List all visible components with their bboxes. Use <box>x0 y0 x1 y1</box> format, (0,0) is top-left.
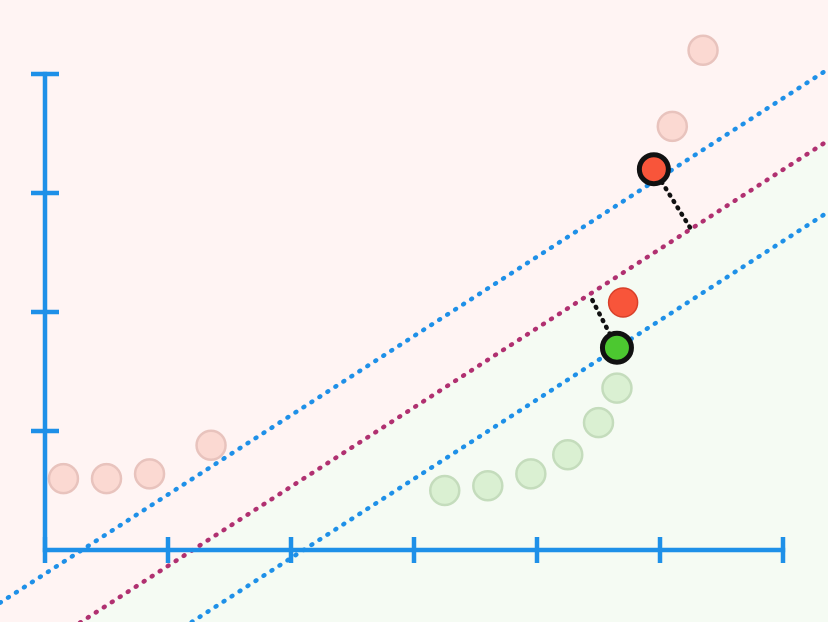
data-points <box>47 34 719 507</box>
decision-boundary <box>76 138 828 622</box>
red-point <box>687 34 719 66</box>
green-point <box>601 372 633 404</box>
green-point <box>582 406 615 439</box>
green-support-vector <box>599 330 634 365</box>
green-point <box>552 439 584 471</box>
axes <box>31 71 786 563</box>
green-point <box>429 474 461 507</box>
margin-line-1 <box>0 67 828 606</box>
red-point <box>47 462 80 495</box>
green-point <box>515 458 547 490</box>
red-support-vector <box>636 152 671 187</box>
separator-lines <box>0 67 828 622</box>
red-support-vector <box>607 287 639 318</box>
green-point <box>472 469 504 502</box>
margin-line-2 <box>187 209 828 622</box>
lower-region <box>0 140 828 622</box>
red-point <box>90 462 123 495</box>
red-point <box>195 429 227 462</box>
red-point <box>656 110 689 143</box>
red-point <box>133 458 166 490</box>
slack-line <box>651 166 693 231</box>
